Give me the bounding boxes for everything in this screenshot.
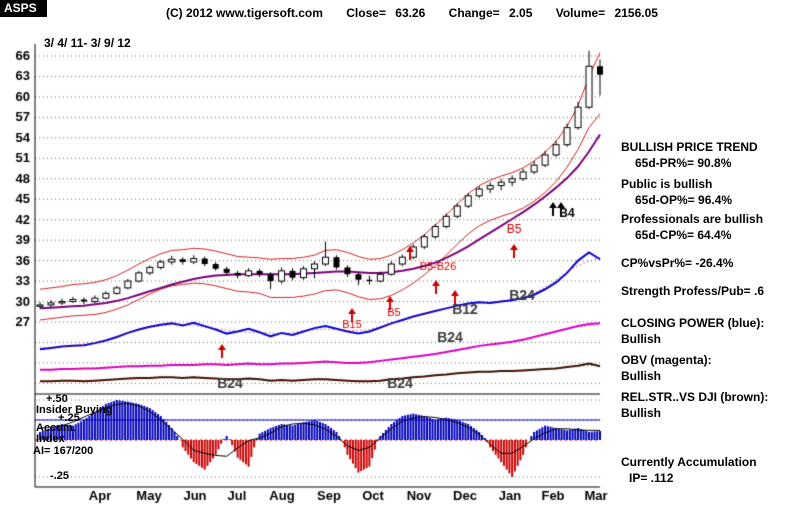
accumulation-title: Currently Accumulation bbox=[621, 455, 757, 469]
ticker-box: ASPS bbox=[0, 0, 47, 17]
close-value: 63.26 bbox=[395, 6, 426, 20]
insider-buying-label: Insider Buying bbox=[36, 404, 113, 416]
closing-power-status: Bullish bbox=[621, 332, 662, 346]
obv-status: Bullish bbox=[621, 369, 662, 383]
strength-value: Strength Profess/Pub= .6 bbox=[621, 284, 765, 298]
sub-axis-plus50: +.50 bbox=[46, 393, 68, 405]
accumulation-group: Currently Accumulation IP= .112 bbox=[621, 454, 757, 486]
ip-value: IP= .112 bbox=[629, 471, 674, 485]
sub-axis-plus25: +.25 bbox=[58, 412, 80, 424]
copyright-text: (C) 2012 www.tigersoft.com bbox=[166, 6, 323, 20]
change-label: Change= bbox=[448, 6, 500, 20]
closing-power-group: CLOSING POWER (blue): Bullish bbox=[621, 315, 764, 347]
public-title: Public is bullish bbox=[621, 177, 713, 191]
price-trend-detail: 65d-PR%= 90.8% bbox=[635, 156, 732, 170]
price-trend-title: BULLISH PRICE TREND bbox=[621, 140, 758, 154]
ai-value-label: AI= 167/200 bbox=[33, 445, 94, 457]
price-trend-group: BULLISH PRICE TREND 65d-PR%= 90.8% bbox=[621, 139, 758, 171]
rel-str-title: REL.STR..VS DJI (brown): bbox=[621, 390, 769, 404]
public-group: Public is bullish 65d-OP%= 96.4% bbox=[621, 176, 732, 208]
close-label: Close= bbox=[346, 6, 386, 20]
public-detail: 65d-OP%= 96.4% bbox=[635, 193, 733, 207]
volume-value: 2156.05 bbox=[614, 6, 658, 20]
cp-vs-pr-value: CP%vsPr%= -26.4% bbox=[621, 256, 734, 270]
index-label: Index bbox=[36, 433, 65, 445]
rel-str-group: REL.STR..VS DJI (brown): Bullish bbox=[621, 389, 768, 421]
cp-vs-pr-group: CP%vsPr%= -26.4% bbox=[621, 255, 733, 271]
sub-axis-minus25: -.25 bbox=[50, 470, 69, 482]
rel-str-status: Bullish bbox=[621, 406, 662, 420]
ticker-symbol: ASPS bbox=[4, 1, 37, 15]
professionals-group: Professionals are bullish 65d-CP%= 64.4% bbox=[621, 211, 763, 243]
professionals-title: Professionals are bullish bbox=[621, 212, 764, 226]
change-value: 2.05 bbox=[509, 6, 533, 20]
professionals-detail: 65d-CP%= 64.4% bbox=[635, 228, 732, 242]
obv-title: OBV (magenta): bbox=[621, 353, 712, 367]
closing-power-title: CLOSING POWER (blue): bbox=[621, 316, 765, 330]
chart-header: (C) 2012 www.tigersoft.com Close= 63.26 … bbox=[166, 6, 658, 20]
obv-group: OBV (magenta): Bullish bbox=[621, 352, 712, 384]
accum-label: Accum. bbox=[36, 422, 76, 434]
strength-group: Strength Profess/Pub= .6 bbox=[621, 283, 764, 299]
date-range-label: 3/ 4/ 11- 3/ 9/ 12 bbox=[44, 36, 131, 50]
volume-label: Volume= bbox=[555, 6, 606, 20]
